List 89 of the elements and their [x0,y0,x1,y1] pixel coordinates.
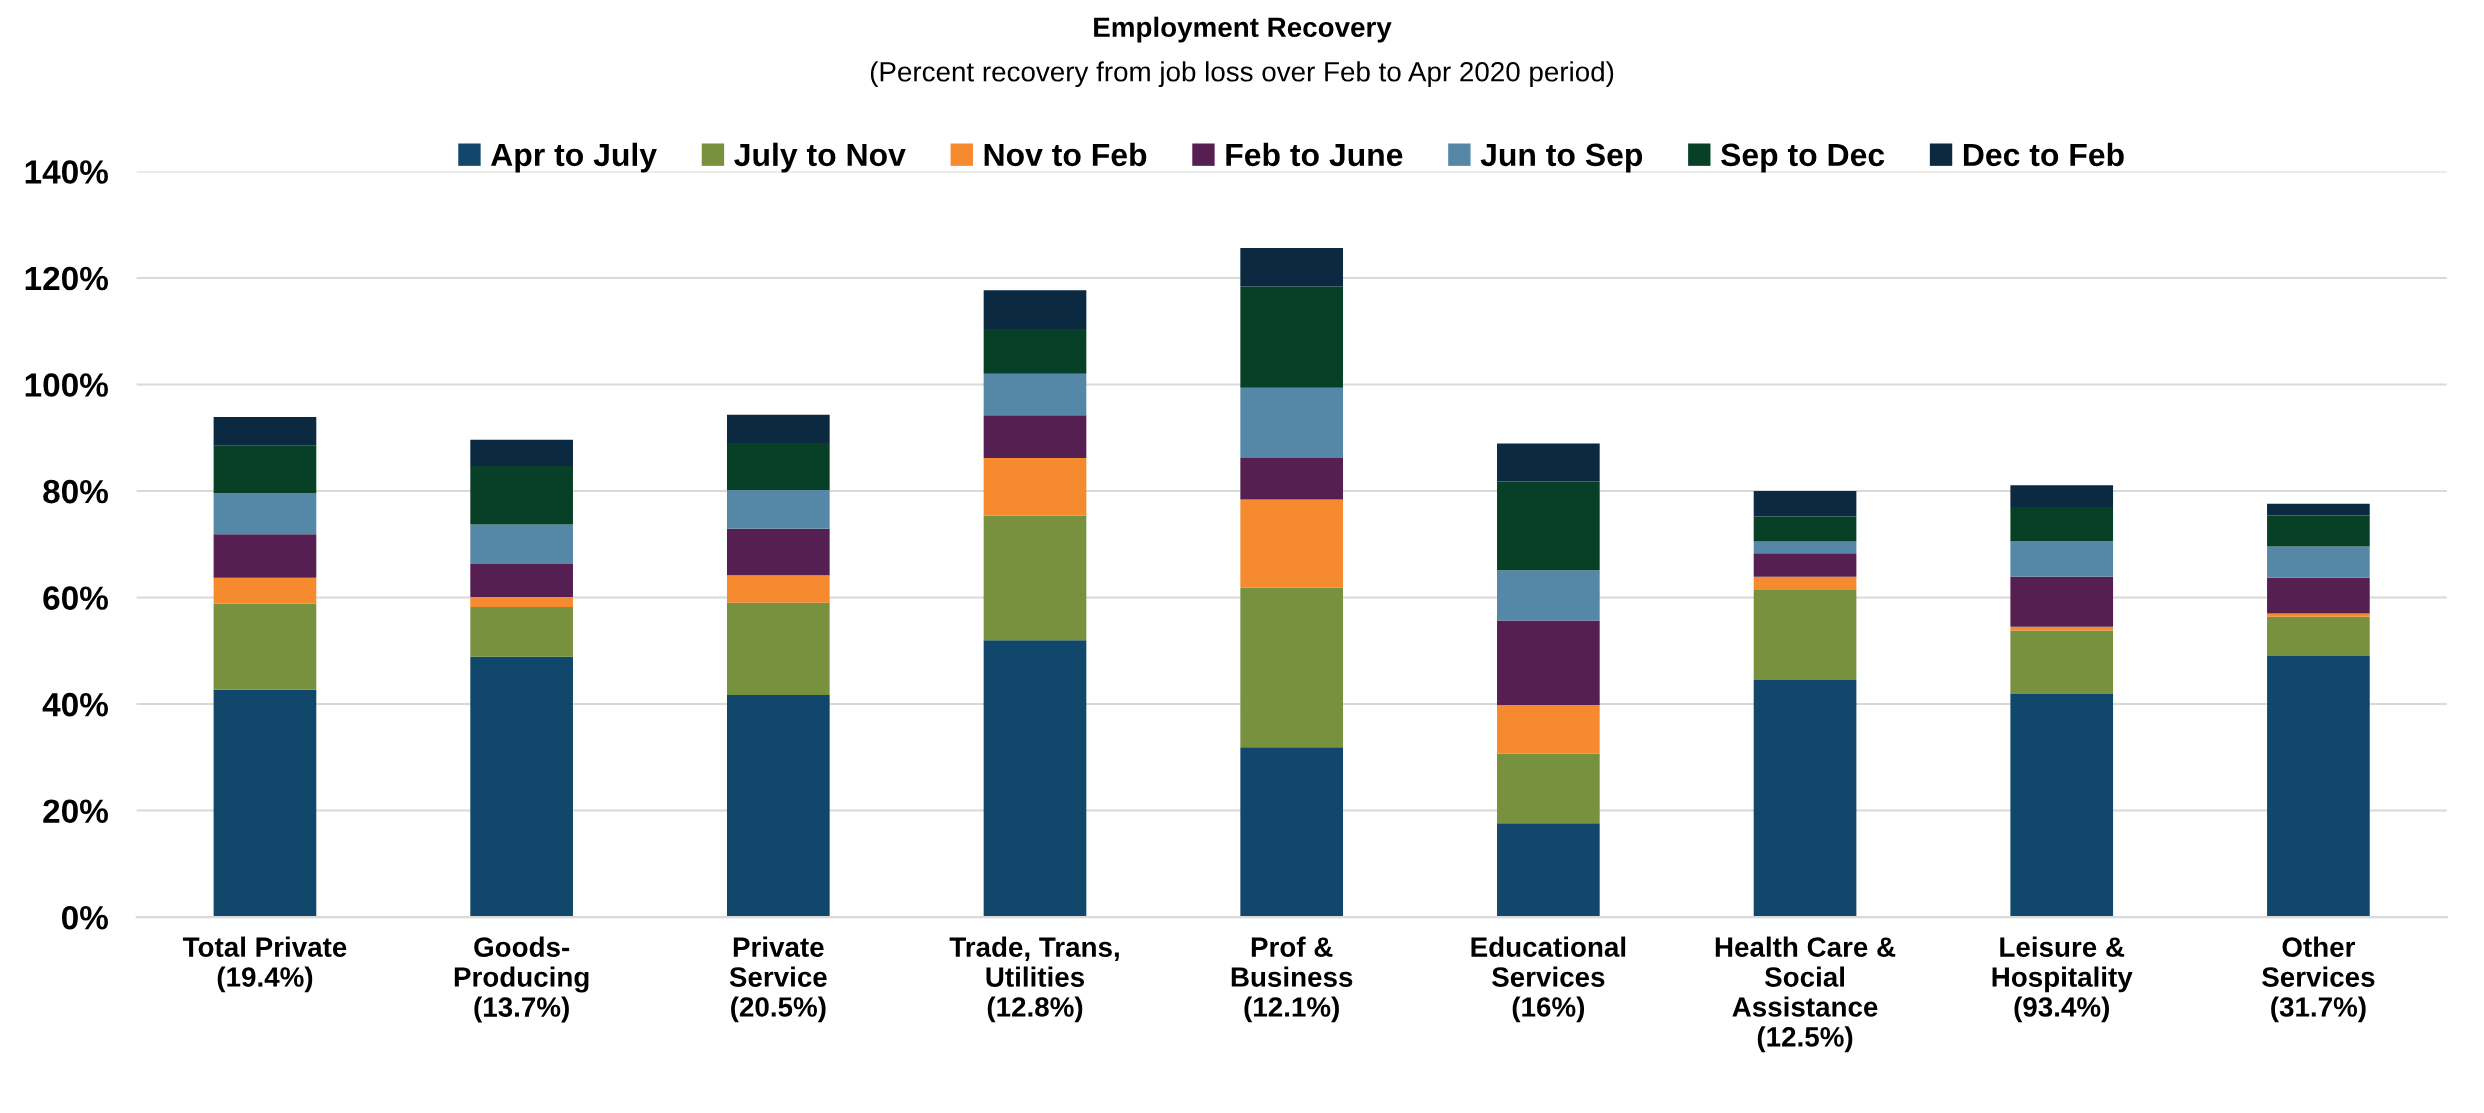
x-tick-label: Prof & Business (12.1%) [1231,936,1353,1023]
bar [470,596,573,608]
bar [983,373,1087,416]
bar [213,416,317,446]
y-tick-label: 120% [25,266,108,291]
bar [1753,516,1857,542]
bar [1497,570,1600,621]
y-tick-label: 40% [42,692,108,717]
bar [726,489,830,529]
bar [983,515,1087,641]
bar [470,607,573,657]
bar [2010,541,2114,577]
bar [213,603,317,690]
bar [2267,656,2370,918]
bar [1497,620,1600,706]
bar [983,640,1087,918]
bar [2267,613,2370,617]
bar [213,445,317,494]
bar [1240,457,1344,500]
bar [1497,753,1600,824]
bar [470,439,573,466]
legend-label: Apr to July [491,142,657,173]
bar [2267,503,2370,516]
bar [2010,485,2114,507]
bar [213,534,317,578]
chart-subtitle: (Percent recovery from job loss over Feb to Apr 2020 period) [870,61,1614,88]
y-tick-label: 80% [43,479,108,504]
bar [726,575,830,603]
bar [2010,693,2114,918]
bar [1240,499,1344,588]
bar [213,577,317,604]
bar [470,563,573,597]
bar [1753,590,1857,681]
bar [1753,680,1857,918]
bar [726,414,830,444]
x-tick-label: Total Private (19.4%) [182,936,347,993]
x-tick-label: Trade, Trans, Utilities (12.8%) [949,936,1119,1023]
bar [1497,823,1600,918]
bar [2267,616,2370,657]
bar [1753,541,1857,554]
bar [1497,705,1600,754]
legend-label: Feb to June [1226,142,1403,167]
bar [213,689,317,918]
legend-label: Jun to Sep [1480,143,1643,173]
x-tick-label: Other Services (31.7%) [2262,936,2375,1023]
bar [2010,576,2114,627]
bar [470,524,573,564]
bar [726,443,830,490]
bar [726,602,830,695]
bar [2010,630,2114,694]
bar [470,656,573,918]
bar [1240,747,1344,918]
bar [726,528,830,576]
y-tick-label: 140% [25,160,108,184]
legend-label: July to Nov [734,142,906,173]
bar [2267,577,2370,614]
x-tick-label: Educational Services (16%) [1471,936,1626,1023]
bar [1497,481,1600,571]
x-tick-label: Goods- Producing (13.7%) [454,936,589,1023]
x-tick-label: Leisure & Hospitality (93.4%) [1992,936,2133,1023]
bar [726,695,830,918]
bar [2267,515,2370,547]
legend-label: Dec to Feb [1963,142,2124,167]
bar [1753,553,1857,577]
x-tick-label: Private Service (20.5%) [729,936,827,1023]
bar [1240,587,1344,748]
bar [2010,626,2114,631]
y-tick-label: 0% [61,905,108,930]
y-tick-label: 20% [43,799,108,823]
y-tick-label: 100% [25,373,108,397]
bar [983,290,1087,330]
x-tick-label: Health Care & Social Assistance (12.5%) [1715,936,1896,1053]
bar [1753,490,1857,517]
bar [983,329,1087,374]
legend-label: Sep to Dec [1720,143,1885,173]
bar [1240,248,1344,287]
bar [1497,443,1600,482]
bar [1240,387,1344,458]
bar [470,465,573,525]
bar [983,415,1087,458]
bar [1240,286,1344,388]
bar [983,457,1087,516]
bar [1753,576,1857,591]
bar [2010,506,2114,542]
bar [2267,546,2370,578]
bar [213,493,317,535]
legend-label: Nov to Feb [984,142,1147,167]
chart-title: Employment Recovery [1094,16,1392,43]
y-tick-label: 60% [43,586,108,610]
